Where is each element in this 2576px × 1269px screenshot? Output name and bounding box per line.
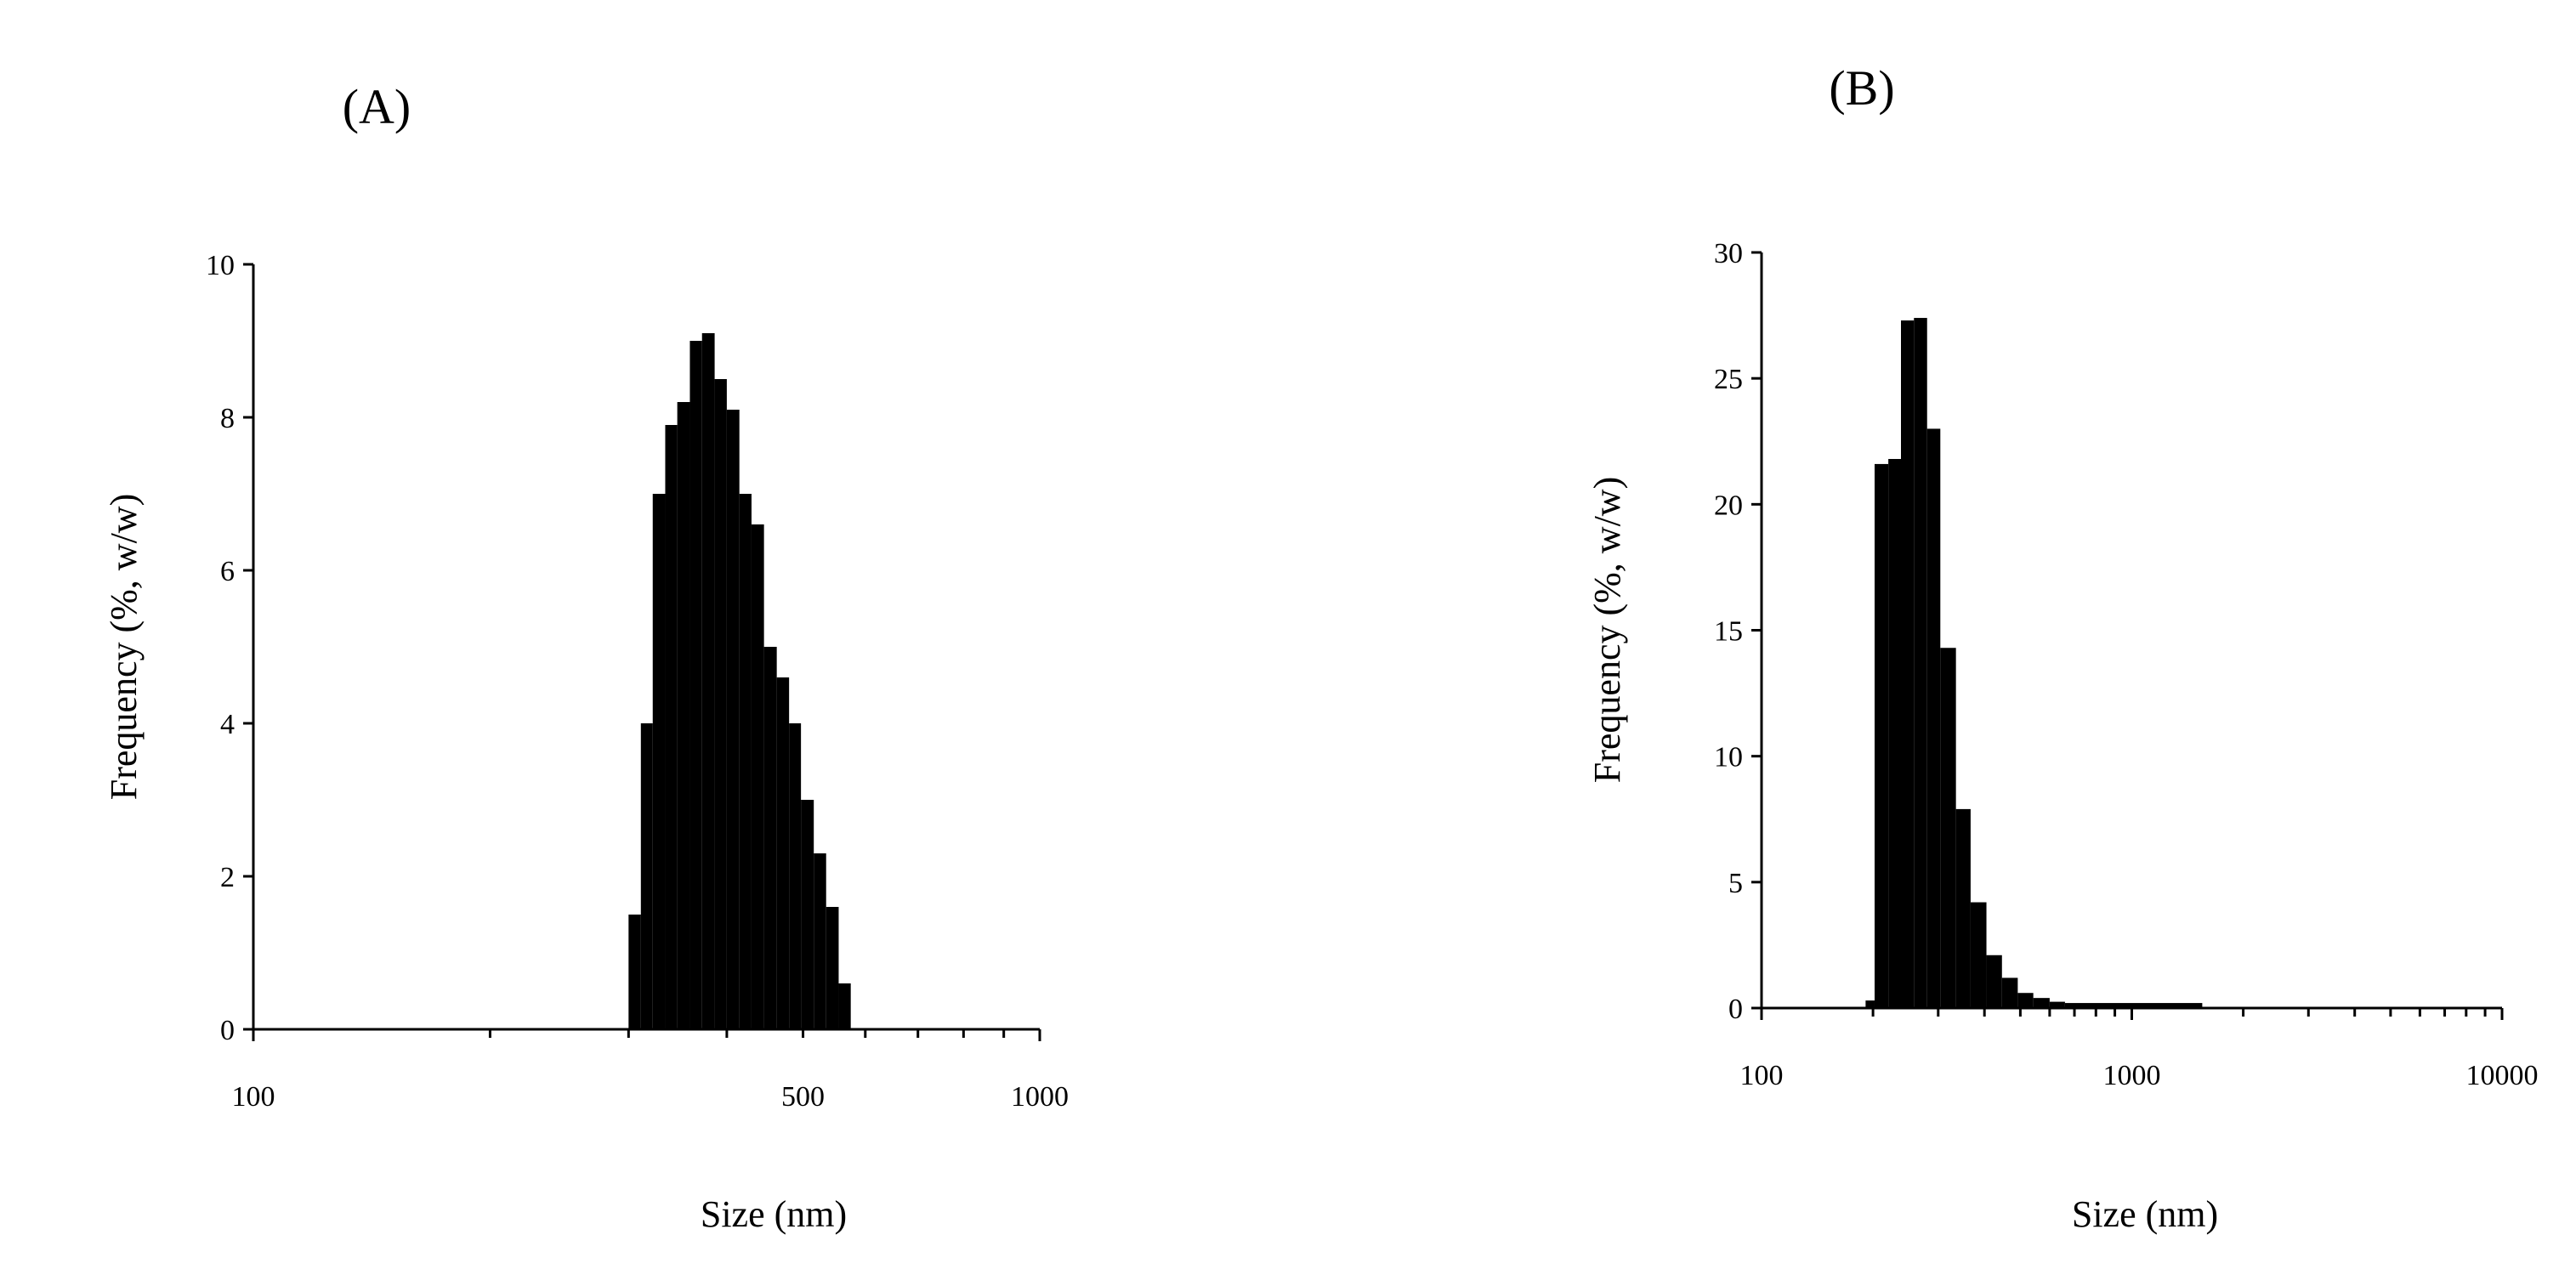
panel-a-y-tick-label: 2: [220, 862, 235, 893]
panel-b-y-tick-label: 20: [1714, 490, 1743, 521]
panel-a-bar-1: [640, 723, 653, 1029]
panel-b-bar-4: [1914, 318, 1927, 1008]
panel-b-y-tick-label: 5: [1728, 868, 1743, 899]
panel-a-bar-9: [739, 494, 752, 1029]
panel-a-bar-4: [677, 402, 690, 1029]
panel-b-bar-10: [2001, 977, 2018, 1008]
panel-a-bar-7: [714, 379, 727, 1029]
panel-b-bar-12: [2033, 998, 2050, 1008]
panel-a-bar-3: [665, 425, 678, 1029]
panel-b-bar-11: [2017, 993, 2034, 1008]
panel-a-x-axis-title: Size (nm): [701, 1193, 847, 1235]
panel-a-y-tick-label: 10: [206, 250, 235, 281]
panel-a-bar-14: [801, 800, 814, 1029]
panel-b-label: (B): [1829, 60, 1894, 116]
panel-a-bar-2: [652, 494, 666, 1029]
panel-b-bar-3: [1901, 320, 1915, 1008]
panel-a: (A) 0 2 4 6 8 10 100 500 1000 Size (nm) Frequenc…: [103, 79, 1069, 1235]
panel-a-x-tick-label: 1000: [1011, 1081, 1069, 1113]
panel-a-y-tick-label: 4: [220, 709, 235, 740]
panel-b-bar-2: [1888, 458, 1901, 1008]
panel-a-bar-11: [763, 647, 777, 1029]
panel-a-x-tick-label: 500: [781, 1081, 825, 1113]
panel-a-label: (A): [343, 79, 411, 134]
panel-a-y-tick-label: 6: [220, 556, 235, 587]
panel-b-y-tick-label: 15: [1714, 616, 1743, 648]
panel-a-bars: [628, 333, 851, 1029]
panel-b-bar-6: [1940, 648, 1956, 1008]
panel-b-x-axis-title: Size (nm): [2072, 1193, 2218, 1235]
panel-b-x-tick-label: 10000: [2466, 1060, 2539, 1091]
panel-b-bar-13: [2049, 1001, 2065, 1008]
panel-a-bar-13: [789, 723, 802, 1029]
panel-a-ticks: 0 2 4 6 8 10 100 500 1000: [206, 250, 1069, 1113]
panel-b-bar-1: [1874, 463, 1889, 1008]
panel-b-x-tick-label: 1000: [2103, 1060, 2161, 1091]
panel-a-bar-17: [838, 983, 851, 1029]
panel-b-bar-9: [1986, 955, 2002, 1008]
panel-b-bar-8: [1970, 902, 1987, 1008]
panel-b-bar-14: [2064, 1003, 2203, 1008]
panel-b-ticks: 0 5 10 15 20 25 30 100 1000 10000: [1714, 238, 2539, 1091]
panel-a-y-tick-label: 8: [220, 403, 235, 434]
panel-b-y-tick-label: 0: [1728, 994, 1743, 1025]
panel-a-bar-6: [701, 333, 715, 1029]
panel-b-bar-0: [1865, 1000, 1875, 1008]
panel-a-x-tick-label: 100: [232, 1081, 275, 1113]
panel-b-y-tick-label: 25: [1714, 364, 1743, 395]
panel-a-bar-10: [751, 524, 764, 1029]
panel-a-y-tick-label: 0: [220, 1015, 235, 1046]
panel-a-bar-0: [628, 915, 641, 1029]
panel-a-bar-16: [826, 907, 839, 1029]
panel-b-y-tick-label: 10: [1714, 742, 1743, 773]
panel-b-bars: [1865, 318, 2203, 1008]
panel-b: (B) 0 5 10 15 20 25 30 100 1000 10000 Size (nm) F…: [1586, 60, 2539, 1235]
panel-b-bar-7: [1955, 808, 1971, 1008]
panel-a-bar-8: [726, 410, 740, 1029]
panel-a-bar-12: [776, 677, 790, 1029]
panel-a-bar-5: [689, 341, 702, 1029]
panel-b-y-tick-label: 30: [1714, 238, 1743, 269]
panel-b-y-axis-title: Frequency (%, w/w): [1586, 477, 1628, 783]
panel-b-x-tick-label: 100: [1740, 1060, 1784, 1091]
panel-b-bar-5: [1926, 428, 1941, 1008]
panel-a-bar-15: [814, 853, 826, 1029]
panel-a-y-axis-title: Frequency (%, w/w): [103, 494, 145, 800]
